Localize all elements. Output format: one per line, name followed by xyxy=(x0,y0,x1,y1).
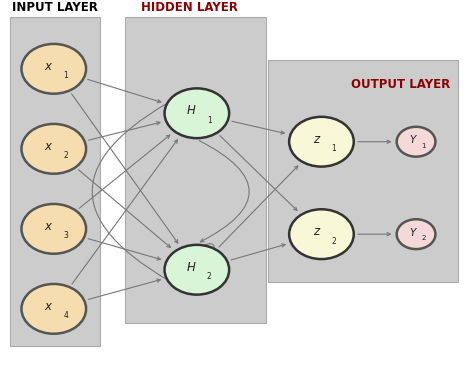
Text: 2: 2 xyxy=(207,272,211,281)
FancyBboxPatch shape xyxy=(268,60,457,282)
Text: H: H xyxy=(187,104,195,117)
Text: x: x xyxy=(45,300,52,313)
Text: x: x xyxy=(45,60,52,73)
Text: 2: 2 xyxy=(64,151,68,160)
Text: z: z xyxy=(312,133,319,146)
Circle shape xyxy=(289,209,354,259)
Text: 3: 3 xyxy=(64,231,68,240)
Circle shape xyxy=(164,88,229,138)
Text: 2: 2 xyxy=(421,235,426,241)
Circle shape xyxy=(397,219,436,249)
Text: x: x xyxy=(45,220,52,233)
Text: Y: Y xyxy=(410,228,416,238)
Text: 4: 4 xyxy=(64,311,68,320)
Text: INPUT LAYER: INPUT LAYER xyxy=(12,1,98,14)
Text: OUTPUT LAYER: OUTPUT LAYER xyxy=(351,78,451,91)
Text: HIDDEN LAYER: HIDDEN LAYER xyxy=(141,1,238,14)
Circle shape xyxy=(164,245,229,295)
Text: 1: 1 xyxy=(64,71,68,80)
Circle shape xyxy=(21,284,86,334)
Text: x: x xyxy=(45,140,52,153)
FancyBboxPatch shape xyxy=(10,17,100,346)
Circle shape xyxy=(21,44,86,94)
Text: 1: 1 xyxy=(207,116,211,125)
Text: 1: 1 xyxy=(421,143,426,149)
FancyBboxPatch shape xyxy=(125,17,266,323)
Text: z: z xyxy=(312,225,319,238)
Circle shape xyxy=(397,127,436,157)
Text: Y: Y xyxy=(410,135,416,145)
Circle shape xyxy=(21,204,86,254)
Text: 1: 1 xyxy=(331,144,336,153)
Circle shape xyxy=(289,117,354,166)
Circle shape xyxy=(21,124,86,174)
Text: H: H xyxy=(187,261,195,274)
Text: 2: 2 xyxy=(331,237,336,246)
